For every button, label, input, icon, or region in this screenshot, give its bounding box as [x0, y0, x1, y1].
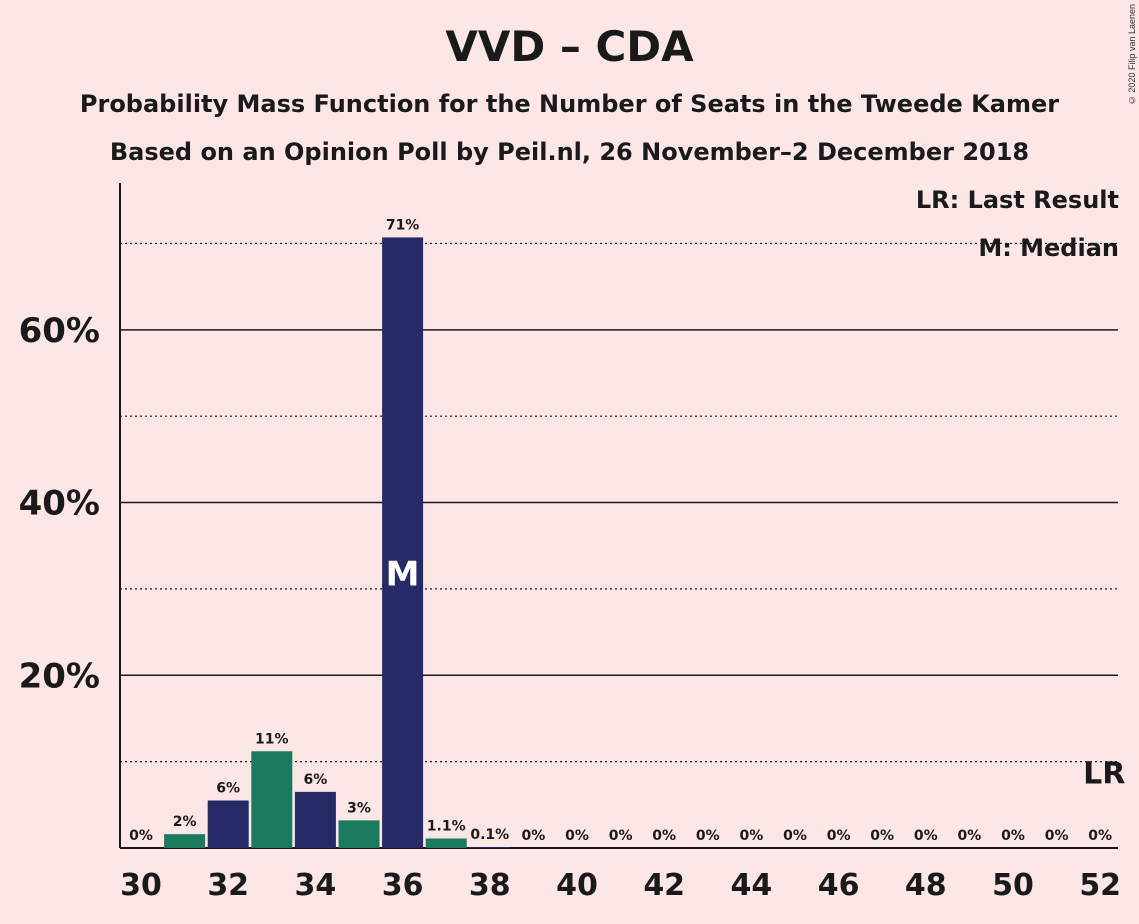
x-tick-label: 48: [905, 868, 947, 903]
data-label: 6%: [304, 772, 328, 788]
bar: [338, 820, 380, 848]
data-label: 0%: [522, 828, 546, 844]
bar: [382, 237, 424, 849]
x-tick-label: 32: [207, 868, 249, 903]
x-tick-label: 44: [731, 868, 773, 903]
data-label: 0%: [914, 828, 938, 844]
data-label: 0%: [740, 828, 764, 844]
x-tick-label: 42: [643, 868, 685, 903]
x-tick-label: 50: [992, 868, 1034, 903]
data-label: 0%: [696, 828, 720, 844]
bar: [207, 800, 249, 848]
x-tick-label: 34: [295, 868, 337, 903]
data-label: 1.1%: [427, 819, 466, 835]
data-label: 0%: [827, 828, 851, 844]
last-result-marker: LR: [1083, 757, 1125, 792]
chart-subtitle: Probability Mass Function for the Number…: [79, 90, 1060, 118]
y-tick-label: 60%: [19, 311, 100, 351]
data-label: 2%: [173, 814, 197, 830]
data-label: 71%: [386, 217, 420, 233]
data-label: 0%: [1045, 828, 1069, 844]
data-label: 11%: [255, 731, 289, 747]
legend-median: M: Median: [978, 234, 1119, 262]
data-label: 0%: [1001, 828, 1025, 844]
data-label: 0%: [958, 828, 982, 844]
x-tick-label: 46: [818, 868, 860, 903]
data-label: 0%: [1088, 828, 1112, 844]
data-label: 0%: [609, 828, 633, 844]
legend-last-result: LR: Last Result: [915, 186, 1119, 214]
y-tick-label: 40%: [19, 484, 100, 524]
x-tick-label: 30: [120, 868, 162, 903]
chart-subtitle-source: Based on an Opinion Poll by Peil.nl, 26 …: [109, 138, 1030, 166]
data-label: 0.1%: [470, 827, 509, 843]
x-tick-label: 52: [1079, 868, 1121, 903]
data-label: 6%: [216, 781, 240, 797]
y-tick-label: 20%: [19, 656, 100, 696]
bar: [469, 847, 511, 848]
data-label: 0%: [652, 828, 676, 844]
data-label: 0%: [783, 828, 807, 844]
bar: [425, 838, 467, 848]
x-tick-label: 36: [382, 868, 424, 903]
chart-title: VVD – CDA: [445, 22, 694, 71]
data-label: 3%: [347, 800, 371, 816]
bar: [164, 834, 206, 848]
bar: [251, 751, 293, 848]
data-label: 0%: [565, 828, 589, 844]
data-label: 0%: [129, 828, 153, 844]
bar: [294, 791, 336, 848]
x-tick-label: 40: [556, 868, 598, 903]
data-label: 0%: [870, 828, 894, 844]
median-marker: M: [386, 554, 420, 594]
x-tick-label: 38: [469, 868, 511, 903]
